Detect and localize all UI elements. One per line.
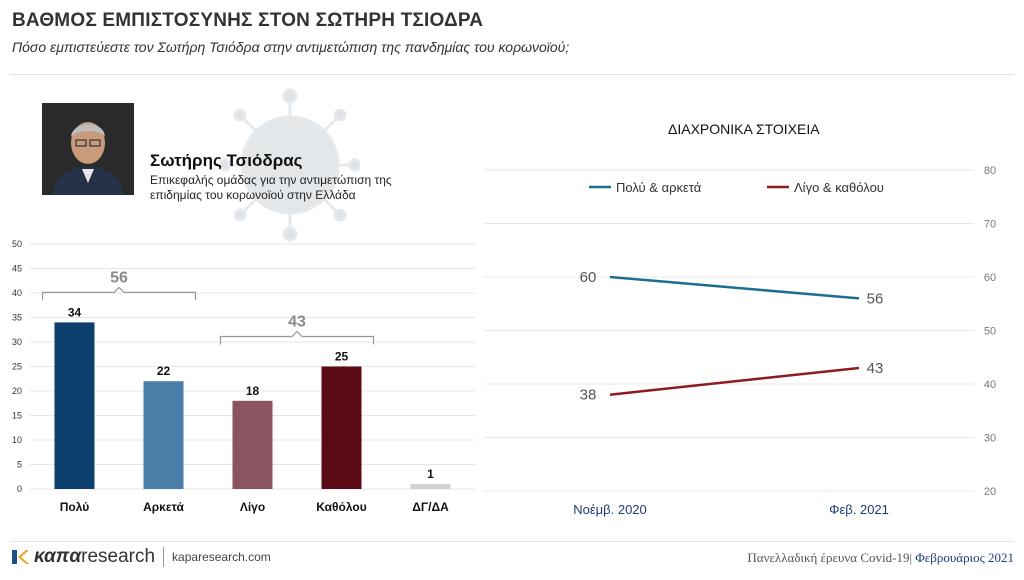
legend-label: Πολύ & αρκετά [616,180,702,195]
line-data-label: 43 [867,360,884,377]
line-data-label: 38 [580,387,597,404]
bar-y-tick: 50 [12,239,22,249]
line-y-tick: 20 [984,486,996,498]
survey-label: Πανελλαδική έρευνα Covid-19| [747,550,913,565]
bar-bracket-label: 43 [288,314,306,331]
bar-bracket [41,286,197,301]
kapa-research-logo: καπα research kaparesearch.com [10,546,271,568]
bar-value-label: 34 [68,305,82,319]
line-chart-title: ΔΙΑΧΡΟΝΙΚΑ ΣΤΟΙΧΕΙΑ [668,121,820,137]
bar-value-label: 25 [335,350,349,364]
bar-2 [232,400,273,489]
bar-y-tick: 40 [12,288,22,298]
line-data-label: 60 [580,269,597,286]
footer-survey-info: Πανελλαδική έρευνα Covid-19| Φεβρουάριος… [747,550,1014,566]
logo-separator [163,547,165,567]
line-series-1 [609,366,860,396]
bar-value-label: 1 [427,467,434,481]
bar-y-tick: 30 [12,337,22,347]
kapa-logo-icon [12,550,29,564]
line-y-tick: 70 [984,219,996,231]
bar-y-tick: 25 [12,362,22,372]
bar-category-label: Πολύ [60,500,89,514]
legend-label: Λίγο & καθόλου [794,180,884,195]
bar-y-tick: 5 [17,460,22,470]
header-divider [10,74,1014,75]
line-chart: 20 30 40 50 60 70 80 Νοέμβ. 2020 Φεβ. 2021 Πολύ &… [484,165,996,517]
line-series-0 [609,275,860,300]
bar-y-tick: 20 [12,386,22,396]
bar-category-label: Λίγο [240,500,265,514]
footer-divider [10,541,1014,542]
line-y-tick: 80 [984,165,996,177]
site-link[interactable]: kaparesearch.com [172,550,271,564]
person-photo [42,103,134,195]
bar-0 [54,322,95,489]
bar-bracket [219,330,375,345]
bar-y-tick: 0 [17,484,22,494]
bar-3 [321,366,362,489]
bar-y-tick: 15 [12,411,22,421]
line-y-tick: 50 [984,326,996,338]
bar-y-tick: 35 [12,313,22,323]
bar-value-label: 22 [157,364,171,378]
bar-bracket-label: 56 [110,269,128,286]
bar-4 [410,484,451,489]
bar-y-tick: 45 [12,264,22,274]
bar-y-tick: 10 [12,435,22,445]
logo-kapa-text: καπα [34,546,82,567]
virus-background-icon [220,88,360,242]
line-x-label: Φεβ. 2021 [829,502,889,517]
person-description: Επικεφαλής ομάδας για την αντιμετώπιση τ… [150,173,392,202]
line-y-tick: 60 [984,272,996,284]
line-y-tick: 40 [984,379,996,391]
person-name: Σωτήρης Τσιόδρας [150,151,303,170]
bar-category-label: ΔΓ/ΔΑ [412,500,449,514]
bar-category-label: Καθόλου [316,500,366,514]
page-title: ΒΑΘΜΟΣ ΕΜΠΙΣΤΟΣΥΝΗΣ ΣΤΟΝ ΣΩΤΗΡΗ ΤΣΙΟΔΡΑ [12,10,484,31]
line-data-label: 56 [867,290,884,307]
bar-category-label: Αρκετά [143,500,184,514]
line-x-label: Νοέμβ. 2020 [573,502,647,517]
page-subtitle: Πόσο εμπιστεύεστε τον Σωτήρη Τσιόδρα στη… [12,39,570,55]
person-avatar-icon [42,103,134,195]
bar-1 [143,381,184,489]
line-y-tick: 30 [984,433,996,445]
logo-research-text: research [81,546,156,567]
survey-month: Φεβρουάριος 2021 [915,550,1014,565]
bar-chart: 0 5 10 15 20 25 30 35 40 45 50 34 Πολύ 22 Αρκετά 18 Λίγο… [12,239,475,514]
bar-value-label: 18 [246,384,260,398]
